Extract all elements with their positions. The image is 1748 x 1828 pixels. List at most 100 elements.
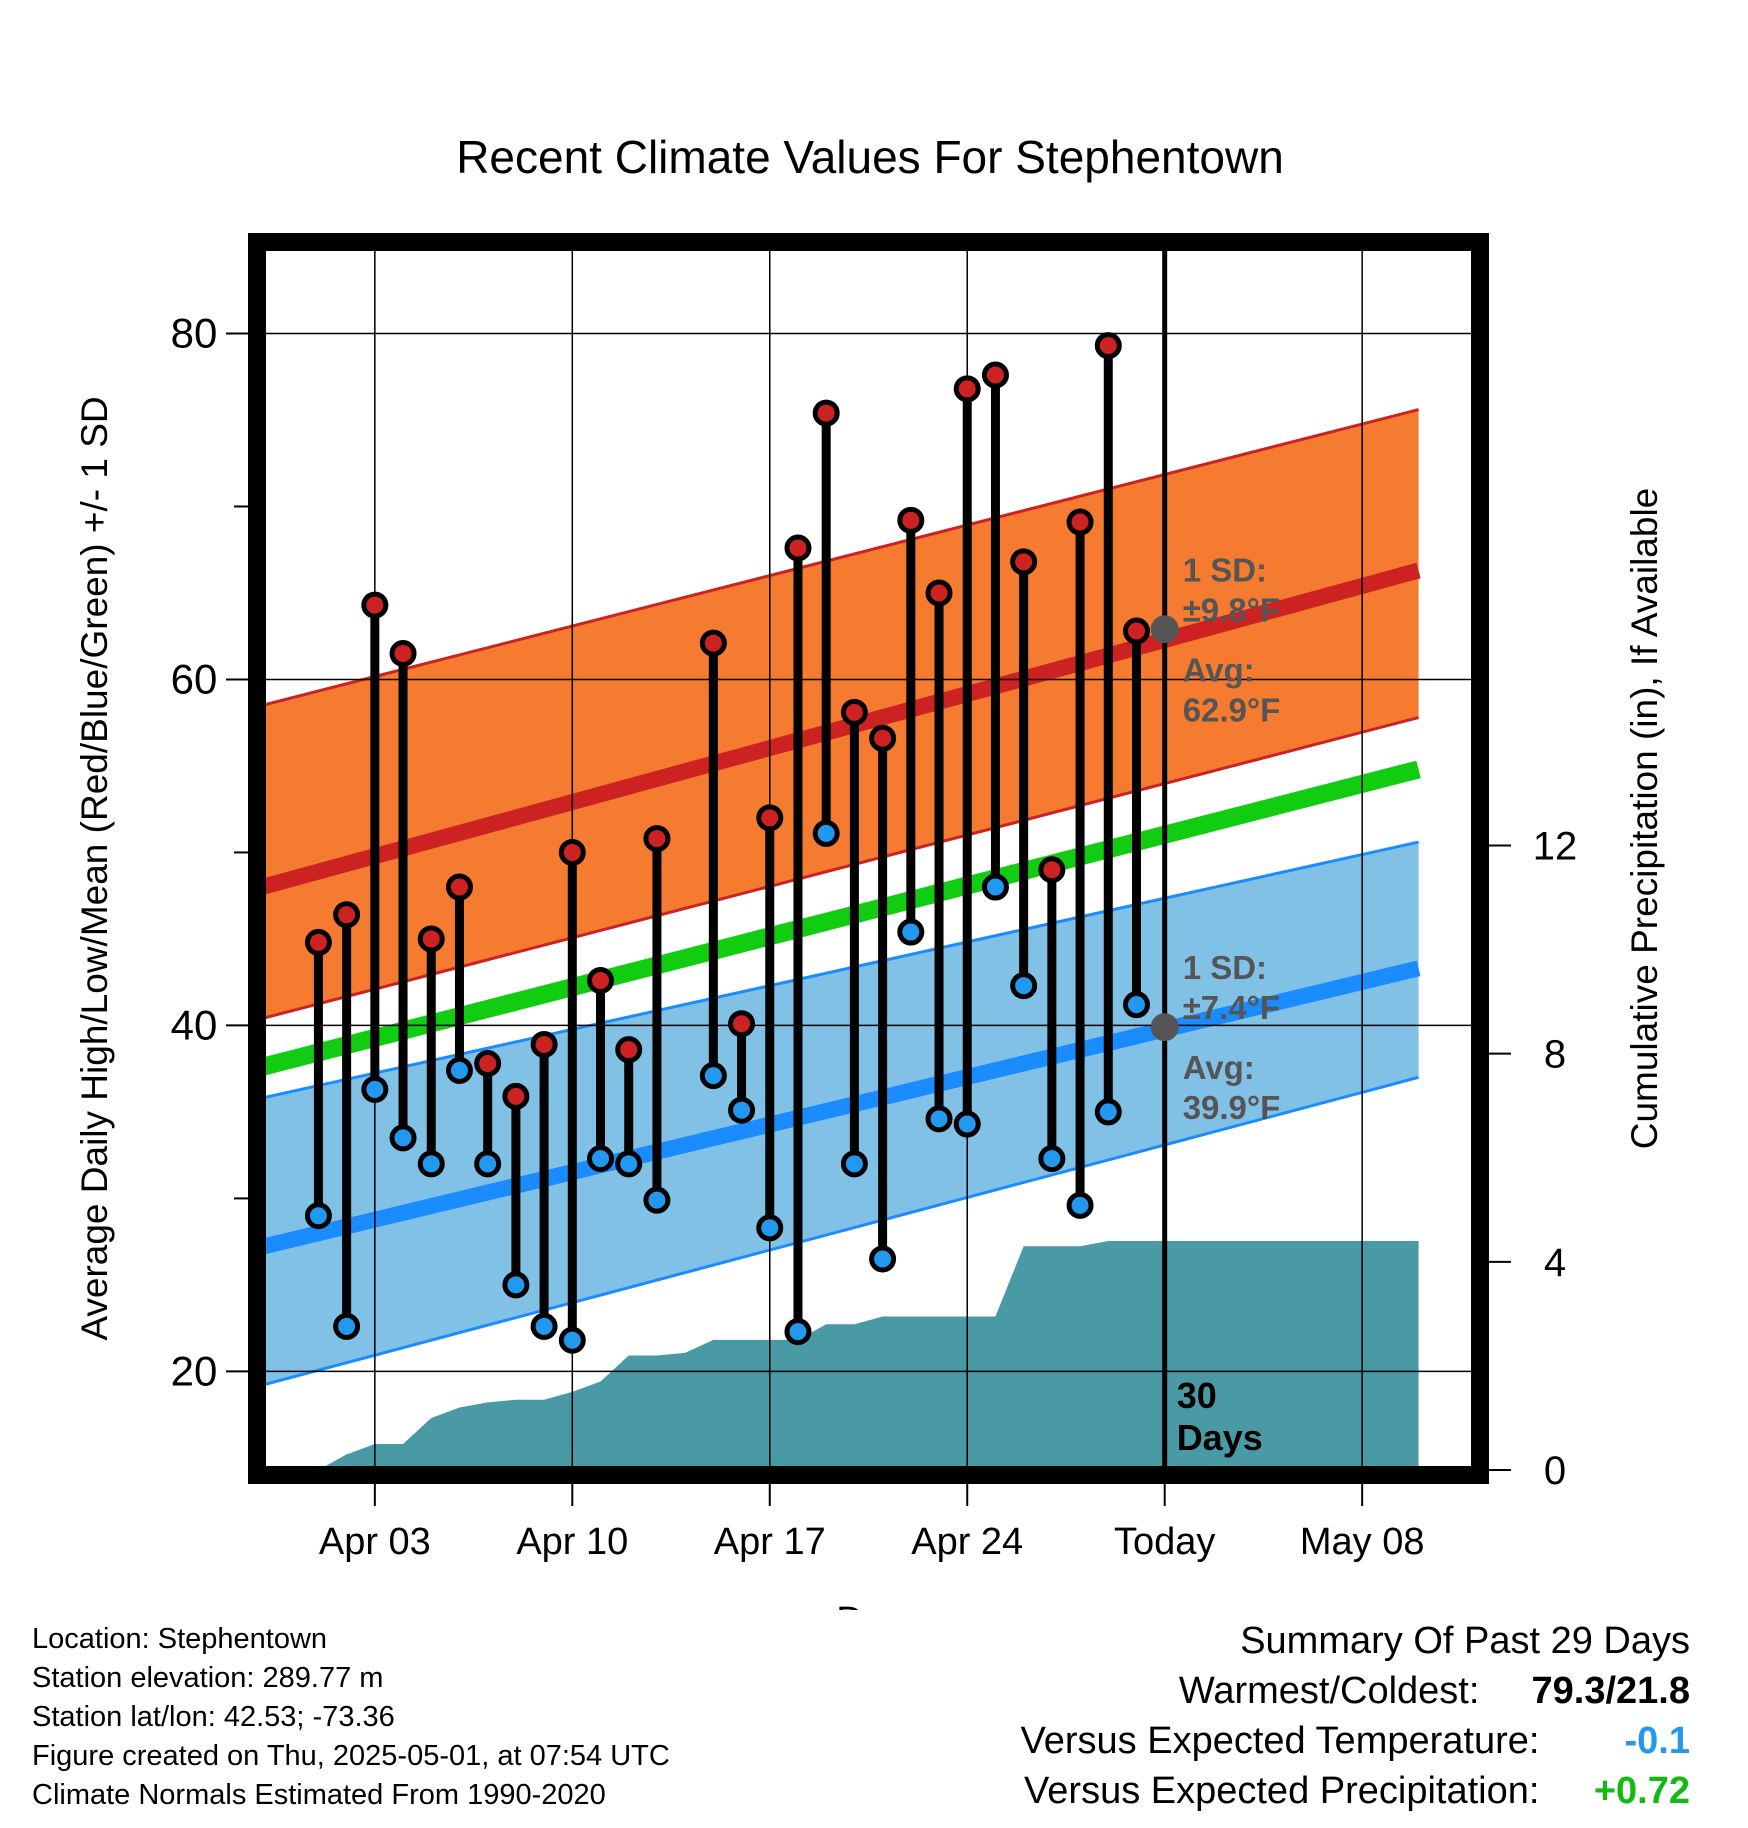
location-text: Location: Stephentown [32, 1623, 328, 1655]
precip-area [318, 1241, 1419, 1470]
low-temp-point [1122, 991, 1150, 1019]
high-temp-point [1010, 548, 1038, 576]
x-tick-label: Today [1114, 1521, 1215, 1563]
high-sd-band-upper-edge [262, 408, 1419, 707]
high-temp-point [502, 1082, 530, 1110]
today-high-avg-marker [1150, 615, 1179, 644]
y2-tick-label: 8 [1544, 1033, 1566, 1077]
today-low-avg-marker [1150, 1013, 1179, 1042]
low-temp-point [361, 1075, 389, 1103]
warmest-coldest-value: 79.3/21.8 [1531, 1670, 1690, 1712]
low-temp-point [897, 918, 925, 946]
y2-axis-label: Cumulative Precipitation (in), If Availa… [1624, 488, 1665, 1150]
high-temp-point [981, 361, 1009, 389]
y-tick-label: 80 [171, 309, 218, 356]
warmest-coldest-row: Warmest/Coldest: 79.3/21.8 [1021, 1666, 1690, 1716]
today-days-number: 30 [1177, 1375, 1217, 1416]
y-tick-label: 40 [171, 1001, 218, 1048]
low-temp-point [812, 819, 840, 847]
high-temp-point [925, 579, 953, 607]
high-temp-point [333, 901, 361, 929]
created-text: Figure created on Thu, 2025-05-01, at 07… [32, 1740, 670, 1772]
high-avg-label: Avg: [1183, 651, 1255, 688]
low-temp-point [558, 1326, 586, 1354]
normal-high-line [262, 562, 1421, 895]
x-axis-label: Day [836, 1600, 904, 1610]
elevation-text: Station elevation: 289.77 m [32, 1662, 384, 1694]
high-temp-point [756, 804, 784, 832]
high-temp-point [1066, 508, 1094, 536]
temp-departure-row: Versus Expected Temperature: -0.1 [1021, 1716, 1690, 1766]
low-temp-point [502, 1271, 530, 1299]
low-temp-point [587, 1145, 615, 1173]
low-temp-point [728, 1096, 756, 1124]
low-temp-point [756, 1214, 784, 1242]
x-tick-label: Apr 17 [714, 1521, 826, 1563]
high-temp-point [869, 724, 897, 752]
low-temp-point [417, 1150, 445, 1178]
high-temp-point [897, 506, 925, 534]
y2-tick-label: 4 [1544, 1241, 1566, 1285]
low-temp-point [1038, 1145, 1066, 1173]
temp-departure-value: -0.1 [1624, 1720, 1690, 1762]
high-temp-point [558, 838, 586, 866]
plot-area [262, 247, 1475, 1470]
low-temp-point [1094, 1098, 1122, 1126]
high-temp-point [840, 698, 868, 726]
precip-departure-label: Versus Expected Precipitation: [1024, 1770, 1540, 1812]
normals-text: Climate Normals Estimated From 1990-2020 [32, 1779, 606, 1811]
low-temp-point [1066, 1191, 1094, 1219]
station-info: Location: Stephentown Station elevation:… [32, 1620, 670, 1815]
low-temp-point [643, 1186, 671, 1214]
high-temp-point [417, 925, 445, 953]
low-sd-band-upper-edge [262, 840, 1419, 1100]
high-temp-point [784, 534, 812, 562]
high-temp-point [728, 1010, 756, 1038]
low-sd-band-lower-edge [262, 1075, 1419, 1387]
normal-mean-line [262, 760, 1421, 1076]
high-temp-point [1094, 332, 1122, 360]
low-temp-point [333, 1312, 361, 1340]
warmest-coldest-label: Warmest/Coldest: [1178, 1670, 1480, 1712]
high-temp-point [389, 640, 417, 668]
high-sd-value: ±9.8°F [1183, 591, 1280, 628]
normal-low-line [262, 960, 1421, 1255]
x-tick-label: Apr 24 [911, 1521, 1023, 1563]
low-avg-value: 39.9°F [1183, 1089, 1281, 1126]
high-temp-point [812, 399, 840, 427]
high-temp-point [445, 873, 473, 901]
low-temp-point [699, 1062, 727, 1090]
high-temp-point [474, 1049, 502, 1077]
low-temp-point [530, 1312, 558, 1340]
low-temp-point [1010, 972, 1038, 1000]
y-tick-label: 60 [171, 655, 218, 702]
low-temp-point [304, 1202, 332, 1230]
y-tick-label: 20 [171, 1347, 218, 1394]
high-temp-point [699, 629, 727, 657]
latlon-text: Station lat/lon: 42.53; -73.36 [32, 1701, 395, 1733]
low-sd-label: 1 SD: [1183, 949, 1267, 986]
y2-tick-label: 0 [1544, 1449, 1566, 1493]
low-temp-point [953, 1110, 981, 1138]
x-tick-label: May 08 [1300, 1521, 1425, 1563]
low-temp-point [784, 1318, 812, 1346]
low-temp-point [925, 1105, 953, 1133]
high-avg-value: 62.9°F [1183, 691, 1281, 728]
y2-tick-label: 12 [1533, 824, 1578, 868]
low-avg-label: Avg: [1183, 1049, 1255, 1086]
today-days-label: Days [1177, 1417, 1263, 1458]
low-sd-value: ±7.4°F [1183, 989, 1280, 1026]
high-temp-point [643, 825, 671, 853]
summary-title: Summary Of Past 29 Days [1240, 1620, 1690, 1662]
high-sd-band [262, 409, 1419, 1019]
high-temp-point [304, 928, 332, 956]
summary-panel: Summary Of Past 29 Days Warmest/Coldest:… [1021, 1616, 1690, 1816]
low-temp-point [840, 1150, 868, 1178]
low-temp-point [445, 1056, 473, 1084]
high-sd-band-lower-edge [262, 716, 1419, 1020]
x-tick-label: Apr 03 [319, 1521, 431, 1563]
x-tick-label: Apr 10 [516, 1521, 628, 1563]
high-temp-point [361, 591, 389, 619]
precip-departure-value: +0.72 [1593, 1770, 1690, 1812]
